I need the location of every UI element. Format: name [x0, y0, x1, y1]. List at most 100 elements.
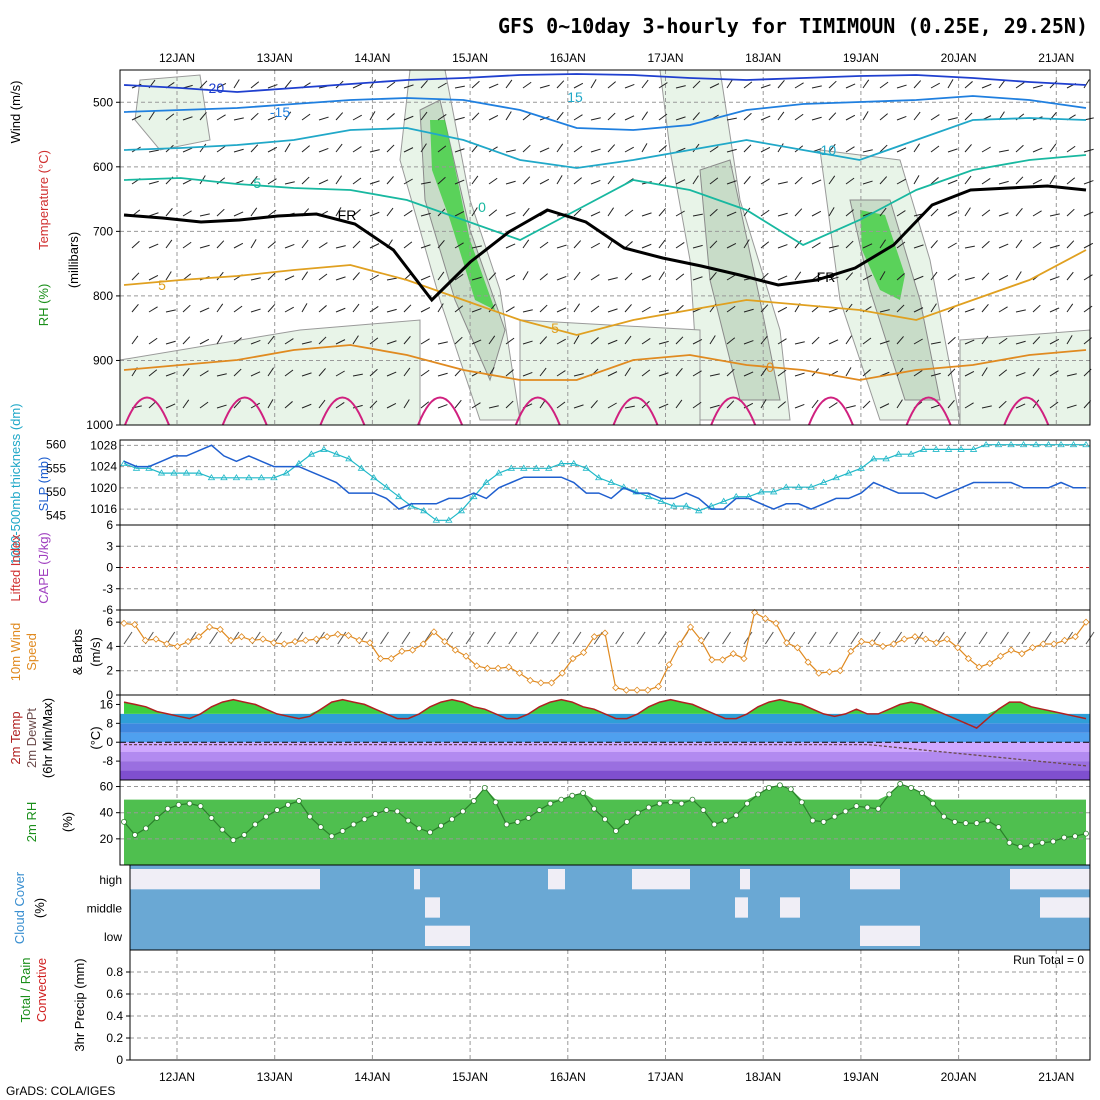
wind-speed-marker — [494, 664, 502, 672]
wind-barb-10m — [123, 631, 133, 645]
cloud-cover-unit-label-line: (%) — [32, 898, 47, 918]
wind-barb — [131, 304, 139, 313]
temp2m-tick-label: 16 — [100, 697, 114, 711]
wind-barb — [437, 240, 445, 249]
wind-speed-marker — [1050, 640, 1058, 648]
thickness-tick-label: 545 — [46, 509, 66, 523]
top-date-label: 18JAN — [745, 51, 781, 65]
contour-label: 0 — [766, 359, 774, 375]
wind-barb — [1032, 241, 1042, 249]
thickness-marker — [295, 459, 303, 467]
wind-barb — [352, 146, 362, 153]
wind-speed-marker — [173, 642, 182, 650]
wind-speed-marker — [1039, 640, 1047, 648]
wind-barb — [777, 244, 788, 249]
rh2m-marker — [820, 818, 827, 825]
precip-axis-label: 3hr Precip (mm) — [72, 958, 87, 1051]
bottom-date-label: 17JAN — [647, 1070, 683, 1084]
wind-speed-marker — [986, 659, 994, 667]
thickness-marker — [645, 492, 653, 500]
rh2m-marker — [831, 813, 838, 820]
thickness-marker — [607, 478, 615, 485]
wind-barb-10m — [764, 631, 774, 645]
wind-barb — [709, 272, 717, 281]
thickness-marker — [894, 450, 903, 457]
wind-barb — [760, 178, 770, 185]
wind-barb — [216, 208, 225, 217]
wind-barb — [675, 336, 684, 345]
wind-barb — [777, 401, 786, 409]
wind-barb — [879, 271, 886, 281]
thickness-marker — [1082, 440, 1090, 448]
wind-barb — [1083, 211, 1094, 217]
wind-speed-marker — [847, 647, 855, 655]
wind-barb — [539, 241, 549, 249]
wind-speed-marker — [248, 636, 256, 644]
rh2m-marker — [1061, 834, 1068, 841]
wind-barb — [437, 341, 448, 345]
cloud-cover-gap — [130, 869, 320, 890]
wind-barb — [573, 240, 582, 249]
surface-temperature-contour — [807, 396, 854, 426]
wind-barb — [896, 115, 907, 121]
thickness-marker — [582, 464, 590, 471]
wind-barb — [233, 368, 242, 377]
rh2m-tick-label: 40 — [100, 806, 114, 820]
wind-barb — [318, 305, 327, 313]
wind-barb — [743, 176, 751, 185]
contour-label: -15 — [270, 104, 290, 120]
wind-barb — [624, 335, 632, 345]
wind-panel-frame — [119, 609, 1091, 696]
wind-barb — [1015, 176, 1024, 185]
wind10m-speed-label-line: Speed — [24, 633, 39, 671]
wind-barb — [743, 207, 751, 217]
minmax-axis-label-line: (6hr Min/Max) — [40, 698, 55, 778]
wind-speed-marker — [964, 655, 972, 663]
wind10m-speed-label: Speed — [24, 633, 39, 671]
wind-barb — [845, 177, 855, 185]
cloud-cover-axis-label: Cloud Cover — [12, 871, 27, 944]
wind-barb — [403, 115, 414, 121]
wind-barb — [522, 207, 530, 217]
wind-barb — [182, 147, 193, 153]
wind-barb — [964, 112, 973, 121]
wind-barb — [607, 175, 615, 185]
wind-barb — [947, 242, 957, 249]
wind-speed-marker — [751, 608, 759, 616]
wind-speed-marker — [120, 619, 128, 627]
lifted-index-tick-label: 6 — [106, 518, 113, 532]
wind-barb — [862, 243, 873, 249]
surface-temperature-contour — [905, 396, 952, 426]
top-date-label: 19JAN — [843, 51, 879, 65]
wind-barb — [148, 275, 159, 281]
thickness-marker — [282, 469, 291, 476]
wind-barb — [930, 208, 939, 217]
wind-barb — [930, 303, 937, 313]
wind-barb — [1049, 370, 1059, 377]
rh2m-marker — [787, 786, 794, 793]
wind-barb — [726, 243, 737, 249]
wind-barb — [522, 113, 532, 121]
wind-barb — [522, 371, 533, 377]
wind-speed-marker — [804, 658, 812, 666]
wind-barb — [590, 274, 600, 281]
temperature-band — [120, 751, 1090, 762]
wind-barb — [284, 401, 293, 409]
thickness-marker — [507, 464, 516, 471]
wind-barb — [726, 180, 737, 185]
wind-barb — [471, 112, 480, 121]
cloud-cover-gap — [850, 869, 900, 890]
wind-barb — [233, 148, 244, 153]
cloud-level-label: middle — [87, 902, 123, 916]
contour-label: -20 — [204, 80, 224, 96]
cloud-cover-gap — [548, 869, 565, 890]
wind-barb — [386, 308, 397, 313]
run-total-label: Run Total = 0 — [1013, 953, 1084, 967]
wind-barb — [896, 304, 905, 313]
wind-barb — [505, 369, 514, 377]
wind-barb — [131, 240, 140, 249]
cloud-level-label: low — [104, 930, 122, 944]
wind-barb — [743, 144, 752, 153]
wind-barb — [318, 242, 328, 249]
cloud-cover-gap — [740, 869, 750, 890]
